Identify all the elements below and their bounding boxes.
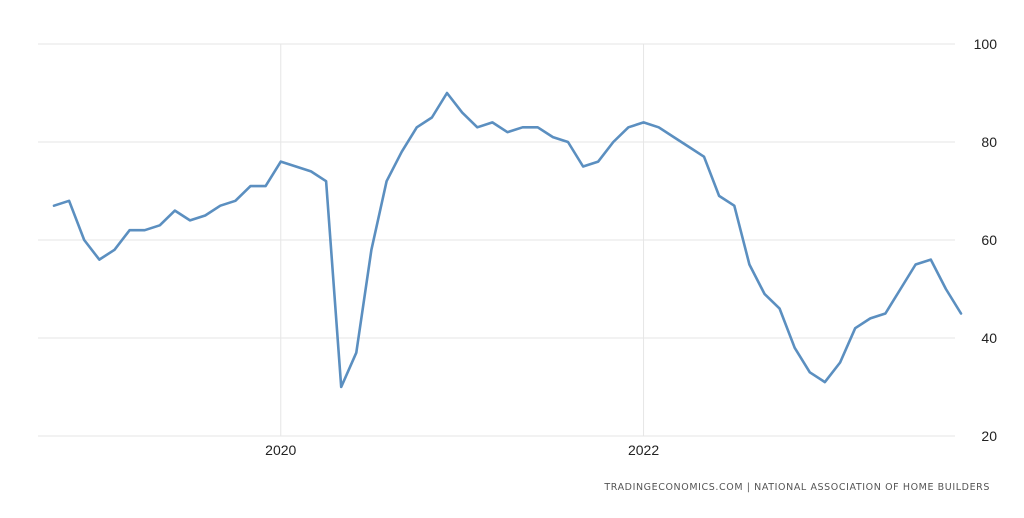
y-tick-label: 20 xyxy=(981,428,997,444)
y-axis-ticks: 20 40 60 80 100 xyxy=(974,36,998,444)
x-axis-ticks: 2020 2022 xyxy=(265,442,659,458)
y-tick-label: 100 xyxy=(974,36,998,52)
grid xyxy=(38,43,955,437)
x-tick-label: 2022 xyxy=(628,442,659,458)
source-attribution: TRADINGECONOMICS.COM | NATIONAL ASSOCIAT… xyxy=(604,482,990,493)
y-tick-label: 60 xyxy=(981,232,997,248)
x-tick-label: 2020 xyxy=(265,442,296,458)
y-tick-label: 80 xyxy=(981,134,997,150)
series-layer xyxy=(52,91,963,389)
series-line xyxy=(52,91,963,389)
y-tick-label: 40 xyxy=(981,330,997,346)
